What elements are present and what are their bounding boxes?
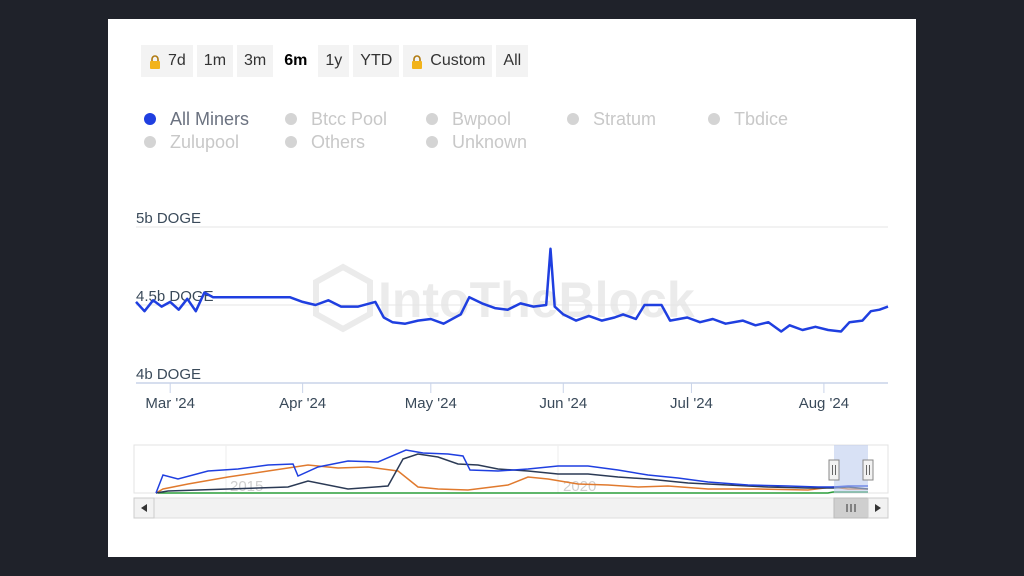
watermark: IntoTheBlock <box>313 263 695 333</box>
x-tick-label: Apr '24 <box>279 395 326 412</box>
range-button-label: YTD <box>360 52 393 69</box>
range-button-label: 6m <box>284 52 308 69</box>
legend-label: Bwpool <box>452 108 512 129</box>
range-button-ytd[interactable]: YTD <box>353 45 400 77</box>
navigator-handle-right[interactable] <box>862 459 874 481</box>
legend-label: Btcc Pool <box>311 108 388 129</box>
range-button-custom[interactable]: Custom <box>403 45 493 77</box>
range-button-3m[interactable]: 3m <box>237 45 274 77</box>
range-button-7d[interactable]: 7d <box>141 45 193 77</box>
legend-dot-icon <box>426 136 438 148</box>
range-button-all[interactable]: All <box>496 45 529 77</box>
legend-item-bwpool[interactable]: Bwpool <box>426 109 567 129</box>
legend-dot-icon <box>708 113 720 125</box>
legend-item-all-miners[interactable]: All Miners <box>144 109 285 129</box>
x-axis: Mar '24 Apr '24 May '24 Jun '24 Jul '24 Aug '… <box>136 382 888 412</box>
legend-item-stratum[interactable]: Stratum <box>567 109 708 129</box>
range-button-1m[interactable]: 1m <box>196 45 234 77</box>
scrollbar-thumb[interactable] <box>833 497 869 519</box>
x-tick-label: Jun '24 <box>539 395 587 412</box>
range-selector: 7d 1m 3m 6m 1y YTD Custom All <box>141 45 529 77</box>
arrow-right-icon <box>875 504 881 512</box>
range-button-label: 3m <box>244 52 267 69</box>
range-button-label: 7d <box>168 52 186 69</box>
navigator-selection[interactable] <box>834 445 868 493</box>
legend-dot-icon <box>426 113 438 125</box>
lock-icon <box>150 55 160 69</box>
legend-dot-icon <box>144 136 156 148</box>
series-line-all-miners <box>135 247 889 333</box>
navigator-handle-left[interactable] <box>828 459 840 481</box>
y-tick-label: 5b DOGE <box>136 210 201 227</box>
range-button-label: 1m <box>203 52 227 69</box>
lock-icon <box>412 55 423 69</box>
range-button-6m[interactable]: 6m <box>277 45 315 77</box>
navigator-label-2015: 2015 <box>230 478 263 495</box>
legend-dot-icon <box>567 113 579 125</box>
range-button-1y[interactable]: 1y <box>318 45 350 77</box>
legend-label: Stratum <box>593 108 657 129</box>
y-gridlines <box>136 226 888 306</box>
arrow-left-icon <box>141 504 147 512</box>
navigator-series-blue <box>155 449 868 494</box>
navigator-series-orange <box>155 464 868 494</box>
scroll-left-button[interactable] <box>133 497 155 519</box>
scroll-right-button[interactable] <box>867 497 889 519</box>
x-tick-label: Jul '24 <box>670 395 713 412</box>
x-tick-label: May '24 <box>405 395 457 412</box>
legend-label: Tbdice <box>734 108 789 129</box>
range-button-label: 1y <box>325 52 343 69</box>
legend-label: All Miners <box>170 108 250 129</box>
legend-label: Unknown <box>452 131 528 152</box>
legend-label: Zulupool <box>170 131 240 152</box>
legend-dot-icon <box>144 113 156 125</box>
watermark-logo-icon <box>313 263 373 333</box>
chart-legend: All Miners Btcc Pool Bwpool Stratum Tbdice Zu… <box>144 109 844 152</box>
legend-item-tbdice[interactable]: Tbdice <box>708 109 849 129</box>
legend-dot-icon <box>285 136 297 148</box>
legend-label: Others <box>311 131 366 152</box>
legend-item-zulupool[interactable]: Zulupool <box>144 132 285 152</box>
legend-item-others[interactable]: Others <box>285 132 426 152</box>
range-button-label: Custom <box>430 52 486 69</box>
range-button-label: All <box>503 52 522 69</box>
navigator[interactable]: 2015 2020 <box>133 444 889 495</box>
legend-item-unknown[interactable]: Unknown <box>426 132 567 152</box>
scrollbar[interactable] <box>133 497 889 519</box>
legend-item-btcc-pool[interactable]: Btcc Pool <box>285 109 426 129</box>
x-tick-label: Aug '24 <box>799 395 849 412</box>
x-tick-label: Mar '24 <box>145 395 195 412</box>
y-tick-label: 4b DOGE <box>136 366 201 383</box>
navigator-series-dark <box>155 453 869 494</box>
chart-card: 7d 1m 3m 6m 1y YTD Custom All All Miners Btcc Po… <box>108 19 916 557</box>
scrollbar-track[interactable] <box>133 497 889 519</box>
legend-dot-icon <box>285 113 297 125</box>
